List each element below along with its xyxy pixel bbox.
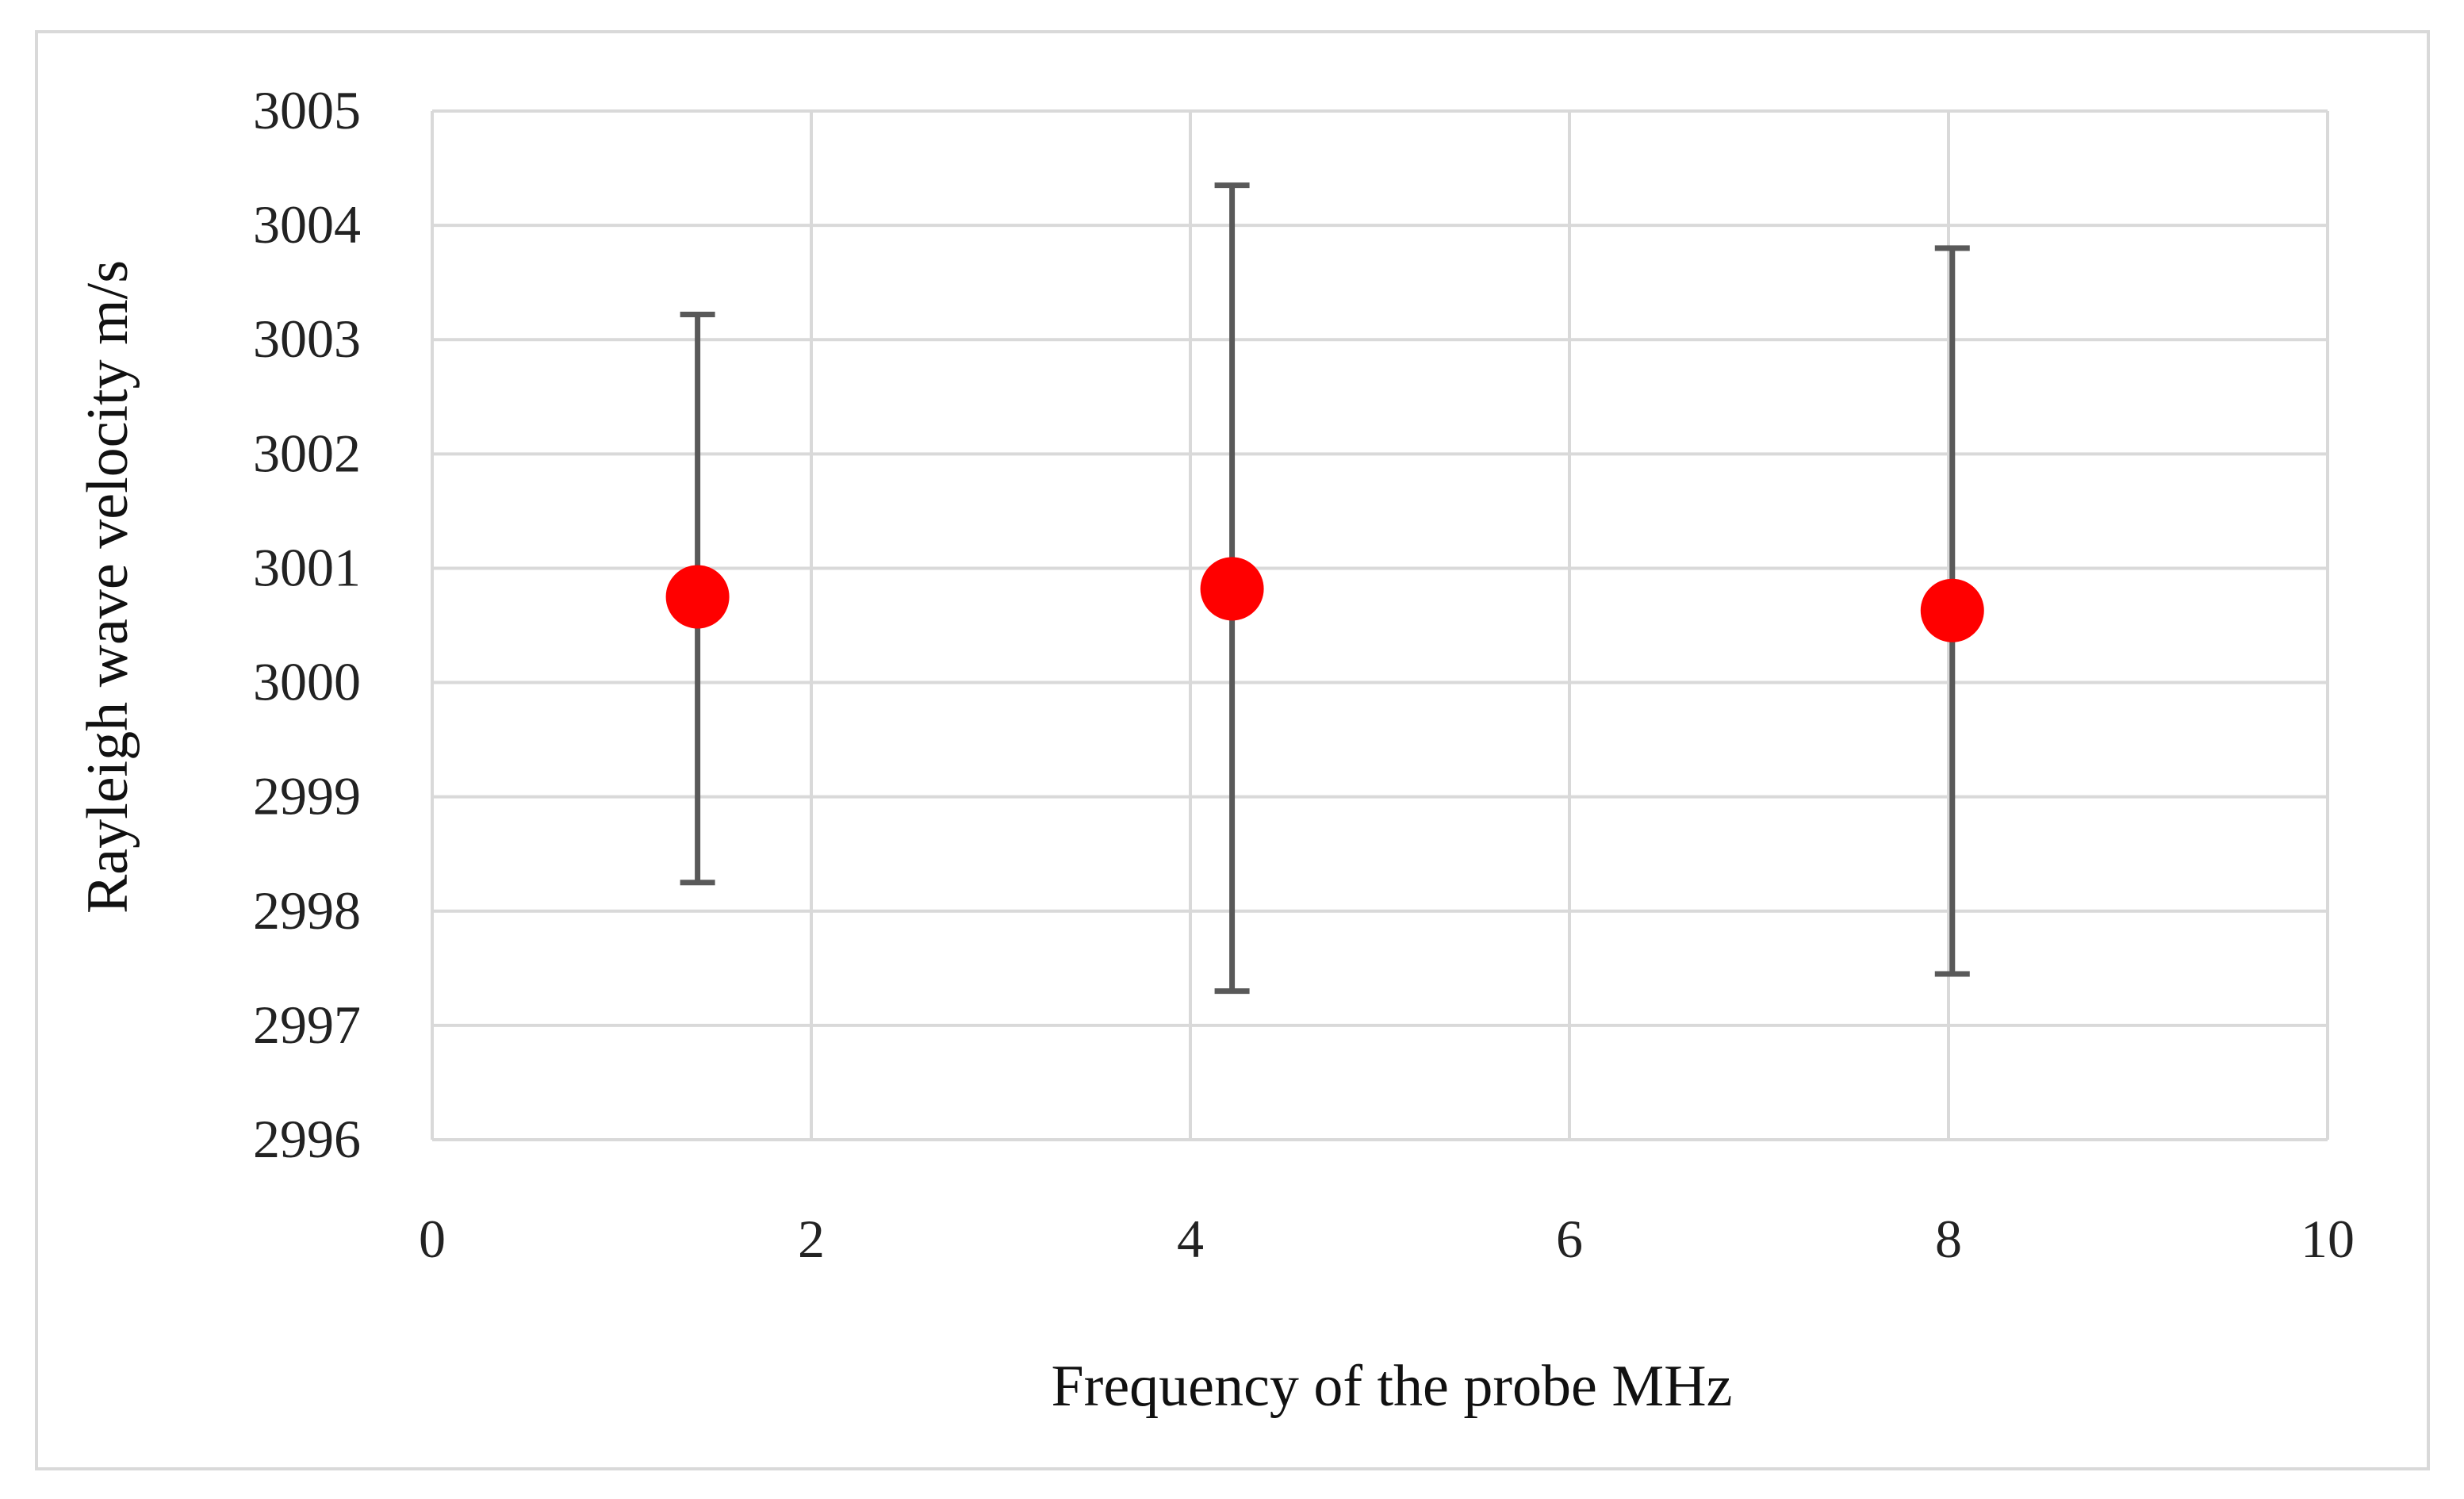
y-axis-ticks: 2996 2997 2998 2999 3000 3001 3002 3003 3004 3005 bbox=[253, 80, 361, 1169]
x-tick-label: 6 bbox=[1556, 1209, 1583, 1269]
data-point bbox=[1200, 557, 1264, 621]
x-axis-title: Frequency of the probe MHz bbox=[1052, 1354, 1733, 1419]
y-tick-label: 2998 bbox=[253, 880, 361, 941]
grid-lines bbox=[431, 109, 2329, 1141]
y-tick-label: 2999 bbox=[253, 766, 361, 826]
y-tick-label: 3000 bbox=[253, 652, 361, 712]
y-axis-title: Rayleigh wave velocity m/s bbox=[75, 260, 140, 914]
x-tick-label: 10 bbox=[2301, 1209, 2355, 1269]
data-point bbox=[1920, 578, 1984, 642]
x-axis-ticks: 0 2 4 6 8 10 bbox=[419, 1209, 2355, 1269]
y-tick-label: 2997 bbox=[253, 995, 361, 1055]
x-tick-label: 8 bbox=[1935, 1209, 1962, 1269]
y-tick-label: 3001 bbox=[253, 537, 361, 597]
y-tick-label: 3004 bbox=[253, 194, 361, 255]
y-tick-label: 3003 bbox=[253, 309, 361, 369]
error-bars bbox=[680, 182, 1970, 995]
x-tick-label: 2 bbox=[798, 1209, 825, 1269]
data-point bbox=[665, 565, 730, 629]
data-points bbox=[665, 557, 1984, 642]
y-tick-label: 3005 bbox=[253, 80, 361, 140]
y-tick-label: 2996 bbox=[253, 1109, 361, 1169]
x-tick-label: 0 bbox=[419, 1209, 446, 1269]
y-tick-label: 3002 bbox=[253, 423, 361, 483]
x-tick-label: 4 bbox=[1177, 1209, 1204, 1269]
